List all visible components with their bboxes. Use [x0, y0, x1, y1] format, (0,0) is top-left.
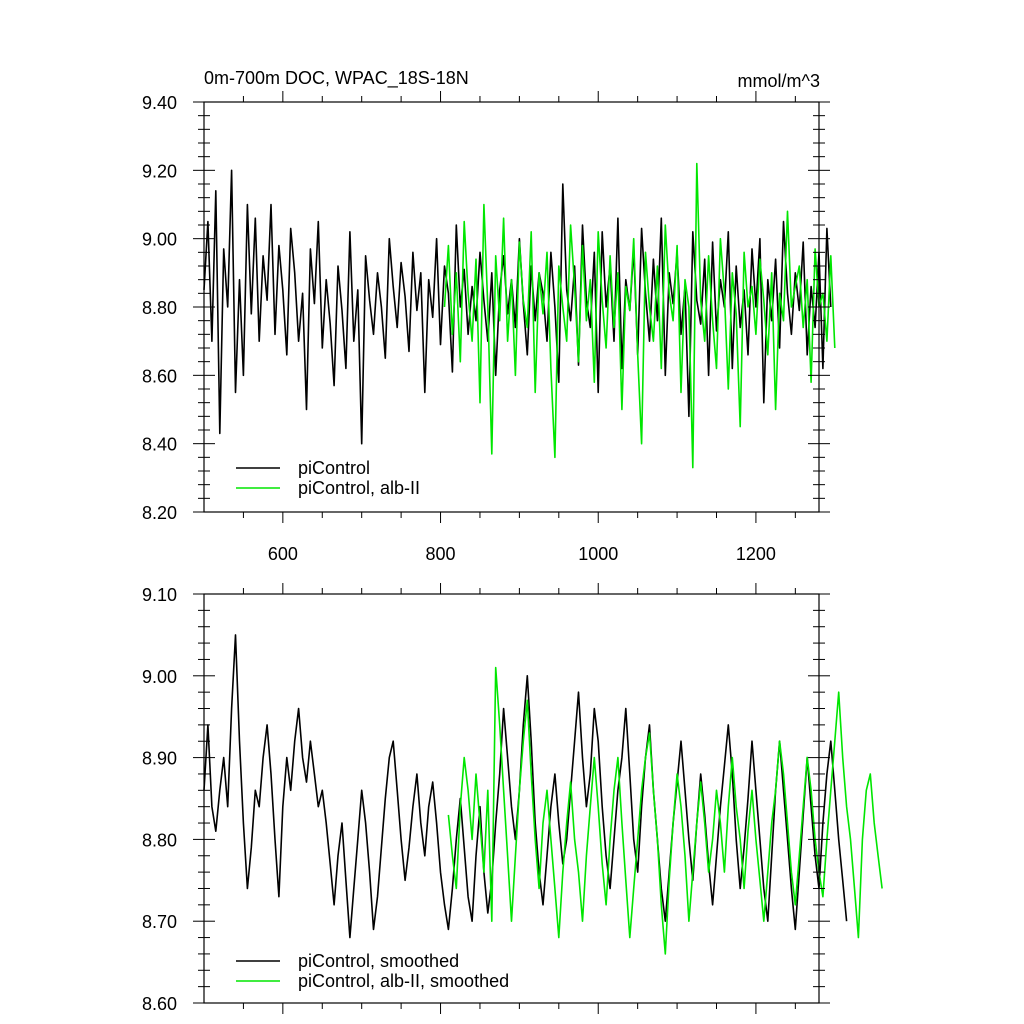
plot-frame: [203, 593, 820, 1004]
y-tick-label: 8.60: [142, 994, 177, 1014]
units-label: mmol/m^3: [738, 71, 820, 91]
y-tick-label: 8.20: [142, 503, 177, 523]
x-tick-label: 800: [426, 544, 456, 564]
y-tick-label: 9.40: [142, 93, 177, 113]
y-tick-label: 8.80: [142, 830, 177, 850]
series-line-1: [443, 162, 836, 469]
y-tick-label: 9.00: [142, 230, 177, 250]
series-line-0: [203, 634, 848, 939]
y-tick-label: 8.70: [142, 912, 177, 932]
panel-bottom: 8.60 8.70 8.80 8.90 9.00 9.10 piControl, smoot…: [142, 583, 883, 1014]
chart-title: 0m-700m DOC, WPAC_18S-18N: [204, 68, 469, 89]
y-tick-label: 9.20: [142, 161, 177, 181]
series-line-1: [447, 666, 883, 955]
y-tick-label: 8.80: [142, 298, 177, 318]
x-tick-label: 1200: [736, 544, 776, 564]
legend-label-1: piControl, alb-II: [298, 478, 420, 498]
y-tick-label: 9.00: [142, 667, 177, 687]
legend-label-1: piControl, alb-II, smoothed: [298, 971, 509, 991]
y-tick-label: 8.40: [142, 435, 177, 455]
y-tick-label: 9.10: [142, 585, 177, 605]
legend-label-0: piControl: [298, 458, 370, 478]
x-tick-label: 1000: [578, 544, 618, 564]
y-tick-label: 8.60: [142, 366, 177, 386]
legend-label-0: piControl, smoothed: [298, 951, 459, 971]
panel-top: 0m-700m DOC, WPAC_18S-18N mmol/m^3 600 80…: [142, 68, 836, 564]
y-tick-label: 8.90: [142, 749, 177, 769]
x-tick-label: 600: [268, 544, 298, 564]
